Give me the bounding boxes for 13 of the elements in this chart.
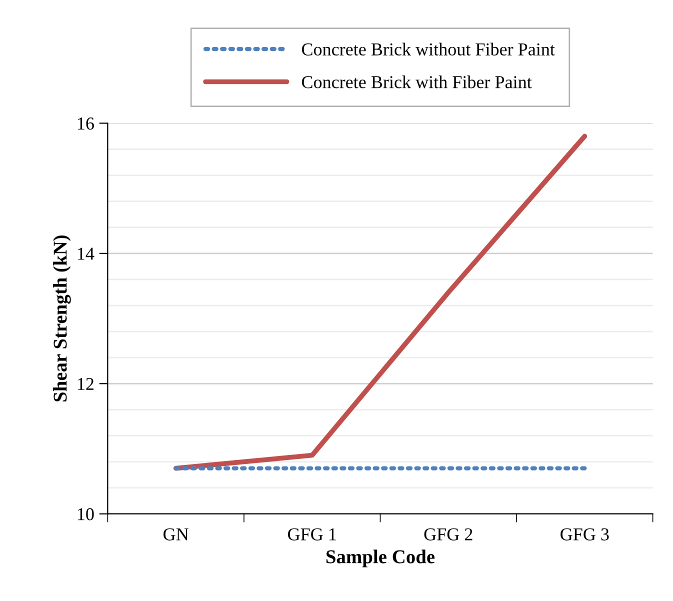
x-tick-label: GFG 1 (288, 528, 336, 540)
y-tick-label: 10 (78, 508, 94, 520)
x-tick-label: GFG 2 (424, 528, 472, 540)
legend-label: Concrete Brick with Fiber Paint (302, 76, 532, 88)
y-tick-label: 16 (78, 118, 94, 130)
x-tick-label: GFG 3 (560, 528, 609, 540)
y-tick-label: 14 (78, 248, 94, 260)
y-tick-label: 12 (78, 378, 94, 390)
line-series (173, 134, 588, 471)
legend-label: Concrete Brick without Fiber Paint (302, 42, 555, 56)
x-tick-label: GN (164, 528, 188, 540)
x-axis-title: Sample Code (326, 550, 435, 568)
y-axis-title: Shear Strength (kN) (53, 235, 71, 402)
